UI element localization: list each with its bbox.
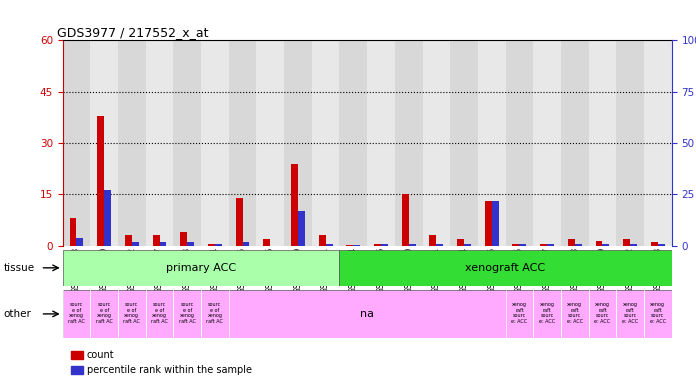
- Text: sourc
e of
xenog
raft AC: sourc e of xenog raft AC: [179, 302, 196, 324]
- Bar: [575, 244, 582, 246]
- Text: xenog
raft
sourc
e: ACC: xenog raft sourc e: ACC: [650, 302, 666, 324]
- Bar: [104, 190, 111, 246]
- Bar: [457, 239, 464, 246]
- Bar: [243, 242, 249, 246]
- Bar: [596, 241, 603, 246]
- Bar: [450, 40, 478, 246]
- Text: sourc
e of
xenog
raft AC: sourc e of xenog raft AC: [207, 302, 223, 324]
- Text: sourc
e of
xenog
raft AC: sourc e of xenog raft AC: [151, 302, 168, 324]
- Bar: [90, 40, 118, 246]
- Bar: [561, 40, 589, 246]
- Bar: [77, 238, 84, 246]
- Bar: [519, 244, 526, 246]
- Bar: [644, 40, 672, 246]
- Bar: [125, 235, 132, 246]
- Bar: [512, 244, 519, 246]
- Bar: [533, 40, 561, 246]
- Text: tissue: tissue: [3, 263, 35, 273]
- Bar: [395, 40, 422, 246]
- Bar: [340, 40, 367, 246]
- Text: xenograft ACC: xenograft ACC: [466, 263, 546, 273]
- Bar: [63, 40, 90, 246]
- Bar: [485, 201, 491, 246]
- Bar: [201, 40, 229, 246]
- Bar: [402, 194, 409, 246]
- Legend: count, percentile rank within the sample: count, percentile rank within the sample: [68, 346, 256, 379]
- Text: xenog
raft
sourc
e: ACC: xenog raft sourc e: ACC: [594, 302, 610, 324]
- Bar: [589, 40, 616, 246]
- Text: xenog
raft
sourc
e: ACC: xenog raft sourc e: ACC: [567, 302, 583, 324]
- Bar: [118, 40, 145, 246]
- Bar: [298, 211, 305, 246]
- Bar: [436, 244, 443, 246]
- Bar: [429, 235, 436, 246]
- Text: xenog
raft
sourc
e: ACC: xenog raft sourc e: ACC: [622, 302, 638, 324]
- Bar: [284, 40, 312, 246]
- Bar: [180, 232, 187, 246]
- Text: sourc
e of
xenog
raft AC: sourc e of xenog raft AC: [96, 302, 113, 324]
- Bar: [568, 239, 575, 246]
- Bar: [422, 40, 450, 246]
- Bar: [97, 116, 104, 246]
- Bar: [70, 218, 77, 246]
- Text: xenog
raft
sourc
e: ACC: xenog raft sourc e: ACC: [539, 302, 555, 324]
- Bar: [312, 40, 340, 246]
- Bar: [603, 244, 610, 246]
- Bar: [291, 164, 298, 246]
- Bar: [63, 250, 340, 286]
- Bar: [229, 40, 256, 246]
- Bar: [491, 200, 498, 246]
- Bar: [409, 244, 416, 246]
- Text: other: other: [3, 309, 31, 319]
- Bar: [319, 235, 326, 246]
- Bar: [347, 245, 354, 246]
- Bar: [630, 244, 637, 246]
- Bar: [208, 244, 215, 246]
- Bar: [374, 244, 381, 246]
- Bar: [540, 244, 547, 246]
- Bar: [159, 242, 166, 246]
- Bar: [478, 40, 505, 246]
- Bar: [236, 198, 243, 246]
- Bar: [651, 242, 658, 246]
- Text: sourc
e of
xenog
raft AC: sourc e of xenog raft AC: [68, 302, 85, 324]
- Text: sourc
e of
xenog
raft AC: sourc e of xenog raft AC: [123, 302, 141, 324]
- Bar: [145, 40, 173, 246]
- Text: primary ACC: primary ACC: [166, 263, 236, 273]
- Bar: [132, 242, 139, 246]
- Bar: [547, 244, 554, 246]
- Bar: [354, 245, 361, 246]
- Bar: [173, 40, 201, 246]
- Bar: [340, 250, 672, 286]
- Bar: [505, 40, 533, 246]
- Bar: [616, 40, 644, 246]
- Text: xenog
raft
sourc
e: ACC: xenog raft sourc e: ACC: [512, 302, 528, 324]
- Bar: [152, 235, 159, 246]
- Bar: [381, 244, 388, 246]
- Bar: [215, 244, 222, 246]
- Bar: [623, 239, 630, 246]
- Text: na: na: [360, 309, 374, 319]
- Text: GDS3977 / 217552_x_at: GDS3977 / 217552_x_at: [56, 26, 208, 39]
- Bar: [326, 244, 333, 246]
- Bar: [658, 244, 665, 246]
- Bar: [256, 40, 284, 246]
- Bar: [263, 239, 270, 246]
- Bar: [464, 244, 471, 246]
- Bar: [187, 242, 194, 246]
- Bar: [367, 40, 395, 246]
